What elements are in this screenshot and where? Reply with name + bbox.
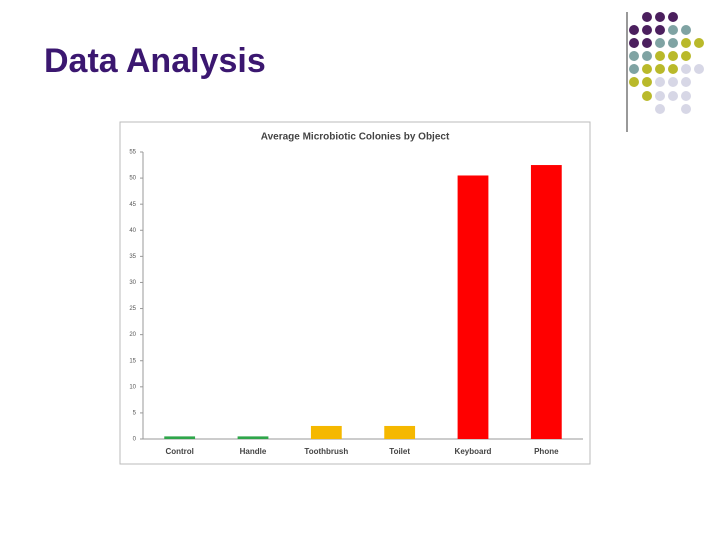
y-tick-label: 50: [129, 176, 136, 182]
decor-dots: [629, 12, 704, 114]
x-tick-label: Phone: [534, 447, 559, 456]
y-tick-label: 20: [129, 332, 136, 338]
y-tick-label: 15: [129, 358, 136, 364]
chart-frame: [119, 121, 591, 465]
y-tick-label: 35: [129, 254, 136, 260]
bar: [384, 425, 416, 439]
slide-title: Data Analysis: [44, 42, 266, 80]
chart-title: Average Microbiotic Colonies by Object: [261, 132, 450, 143]
y-tick-label: 25: [129, 306, 136, 312]
bar: [237, 436, 269, 439]
y-tick-label: 0: [133, 437, 137, 443]
x-tick-label: Toothbrush: [304, 447, 348, 456]
y-tick-label: 30: [129, 280, 136, 286]
y-tick-label: 40: [129, 228, 136, 234]
y-tick-label: 45: [129, 202, 136, 208]
x-tick-label: Toilet: [389, 447, 410, 456]
y-tick-label: 55: [129, 150, 136, 156]
y-tick-label: 10: [129, 384, 136, 390]
bar: [164, 436, 196, 439]
bar: [457, 175, 489, 439]
x-tick-label: Keyboard: [455, 447, 492, 456]
x-tick-label: Handle: [240, 447, 267, 456]
y-tick-label: 5: [133, 410, 137, 416]
x-tick-label: Control: [165, 447, 193, 456]
bar: [310, 425, 342, 439]
bar: [530, 165, 562, 439]
